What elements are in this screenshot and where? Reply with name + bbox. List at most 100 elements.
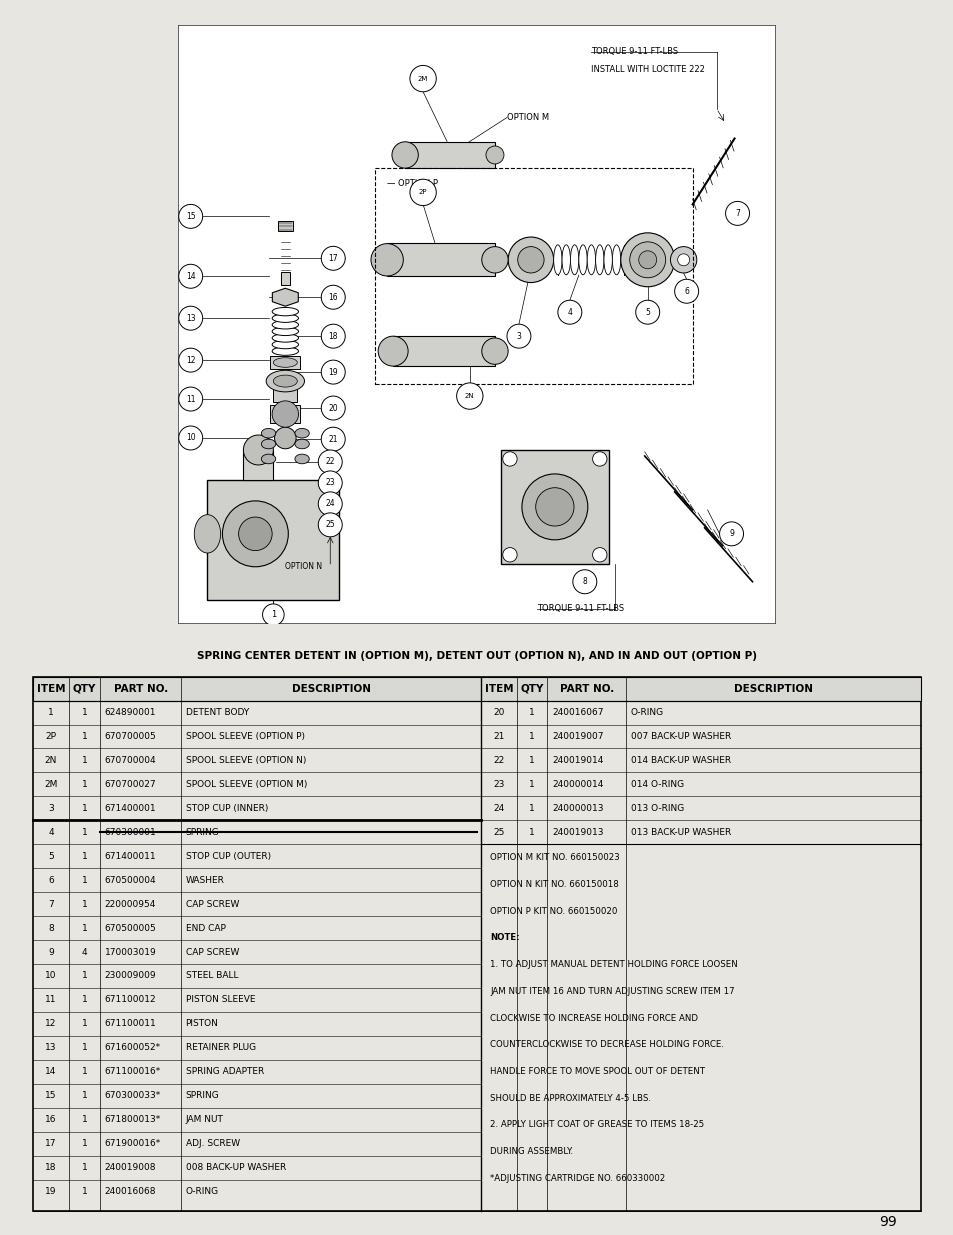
Text: 25: 25 [325,520,335,530]
Text: JAM NUT ITEM 16 AND TURN ADJUSTING SCREW ITEM 17: JAM NUT ITEM 16 AND TURN ADJUSTING SCREW… [490,987,735,995]
Text: SPOOL SLEEVE (OPTION M): SPOOL SLEEVE (OPTION M) [185,781,307,789]
Ellipse shape [595,245,603,274]
Text: STOP CUP (INNER): STOP CUP (INNER) [185,804,268,813]
Text: ADJ. SCREW: ADJ. SCREW [185,1139,239,1149]
Text: CLOCKWISE TO INCREASE HOLDING FORCE AND: CLOCKWISE TO INCREASE HOLDING FORCE AND [490,1014,698,1023]
Text: 17: 17 [328,254,337,263]
Text: 20: 20 [328,404,337,412]
Text: 25: 25 [493,827,504,837]
Text: 670700005: 670700005 [105,732,156,741]
Circle shape [321,361,345,384]
Text: 14: 14 [46,1067,56,1076]
Text: 1: 1 [529,756,535,764]
Ellipse shape [677,254,689,266]
Polygon shape [272,288,298,306]
Text: SPRING CENTER DETENT IN (OPTION M), DETENT OUT (OPTION N), AND IN AND OUT (OPTIO: SPRING CENTER DETENT IN (OPTION M), DETE… [196,651,757,661]
Text: 008 BACK-UP WASHER: 008 BACK-UP WASHER [185,1163,286,1172]
Text: 1: 1 [82,1019,88,1029]
Circle shape [178,348,202,372]
Circle shape [674,279,698,304]
Text: 670500005: 670500005 [105,924,156,932]
Bar [280,272,290,285]
Text: 671800013*: 671800013* [105,1115,161,1124]
Ellipse shape [294,454,309,464]
Text: 19: 19 [328,368,337,377]
Circle shape [318,450,342,474]
Text: 4: 4 [49,827,53,837]
Text: OPTION N KIT NO. 660150018: OPTION N KIT NO. 660150018 [490,881,618,889]
Bar [207,480,339,600]
Text: O-RING: O-RING [630,708,663,718]
Text: 16: 16 [328,293,337,301]
Text: 671100016*: 671100016* [105,1067,161,1076]
Ellipse shape [238,517,272,551]
Ellipse shape [553,245,561,274]
Text: DESCRIPTION: DESCRIPTION [292,684,371,694]
Text: 3: 3 [48,804,54,813]
Text: 1: 1 [529,781,535,789]
Ellipse shape [670,247,696,273]
Bar [405,142,495,168]
Bar [393,336,495,366]
Text: 2N: 2N [464,393,475,399]
Ellipse shape [481,338,508,364]
Bar [270,356,300,369]
Ellipse shape [266,370,304,391]
Circle shape [318,492,342,516]
Text: 1: 1 [82,1044,88,1052]
Text: CAP SCREW: CAP SCREW [185,947,238,957]
Text: 6: 6 [683,287,688,295]
Ellipse shape [222,501,288,567]
Circle shape [178,387,202,411]
Ellipse shape [272,314,298,322]
Ellipse shape [570,245,578,274]
Circle shape [318,471,342,495]
Text: PART NO.: PART NO. [113,684,168,694]
Text: END CAP: END CAP [185,924,225,932]
Text: HANDLE FORCE TO MOVE SPOOL OUT OF DETENT: HANDLE FORCE TO MOVE SPOOL OUT OF DETENT [490,1067,704,1076]
Text: 240000014: 240000014 [551,781,602,789]
Text: JAM NUT: JAM NUT [185,1115,223,1124]
Text: 240019014: 240019014 [551,756,602,764]
Text: 230009009: 230009009 [105,972,156,981]
Text: DESCRIPTION: DESCRIPTION [734,684,812,694]
Text: 013 BACK-UP WASHER: 013 BACK-UP WASHER [630,827,730,837]
Ellipse shape [517,247,543,273]
Text: OPTION M KIT NO. 660150023: OPTION M KIT NO. 660150023 [490,853,619,862]
Ellipse shape [274,427,295,448]
Text: 2N: 2N [45,756,57,764]
Ellipse shape [194,515,220,553]
Text: 1: 1 [82,781,88,789]
Text: 9: 9 [728,530,733,538]
Text: *ADJUSTING CARTRIDGE NO. 660330002: *ADJUSTING CARTRIDGE NO. 660330002 [490,1174,665,1183]
Text: SPRING: SPRING [185,827,219,837]
Bar [278,221,293,231]
Text: OPTION M: OPTION M [506,114,549,122]
Circle shape [178,264,202,288]
Text: SPRING ADAPTER: SPRING ADAPTER [185,1067,264,1076]
Text: DURING ASSEMBLY.: DURING ASSEMBLY. [490,1147,573,1156]
Text: 671100012: 671100012 [105,995,156,1004]
Text: 1: 1 [529,732,535,741]
Text: 20: 20 [493,708,504,718]
Text: 16: 16 [45,1115,57,1124]
Ellipse shape [508,237,553,283]
Ellipse shape [620,233,674,287]
Text: SHOULD BE APPROXIMATELY 4-5 LBS.: SHOULD BE APPROXIMATELY 4-5 LBS. [490,1094,651,1103]
Text: 240016067: 240016067 [551,708,602,718]
Text: WASHER: WASHER [185,876,224,884]
Circle shape [321,324,345,348]
Bar [375,168,692,384]
Ellipse shape [639,251,656,269]
Circle shape [318,513,342,537]
Text: DETENT BODY: DETENT BODY [185,708,249,718]
Text: 670500004: 670500004 [105,876,156,884]
Text: PISTON SLEEVE: PISTON SLEEVE [185,995,254,1004]
Bar [387,243,495,277]
Text: 1: 1 [82,995,88,1004]
Text: 11: 11 [45,995,57,1004]
Text: 240019007: 240019007 [551,732,602,741]
Ellipse shape [272,333,298,342]
Text: 1: 1 [82,924,88,932]
Text: 1: 1 [82,804,88,813]
